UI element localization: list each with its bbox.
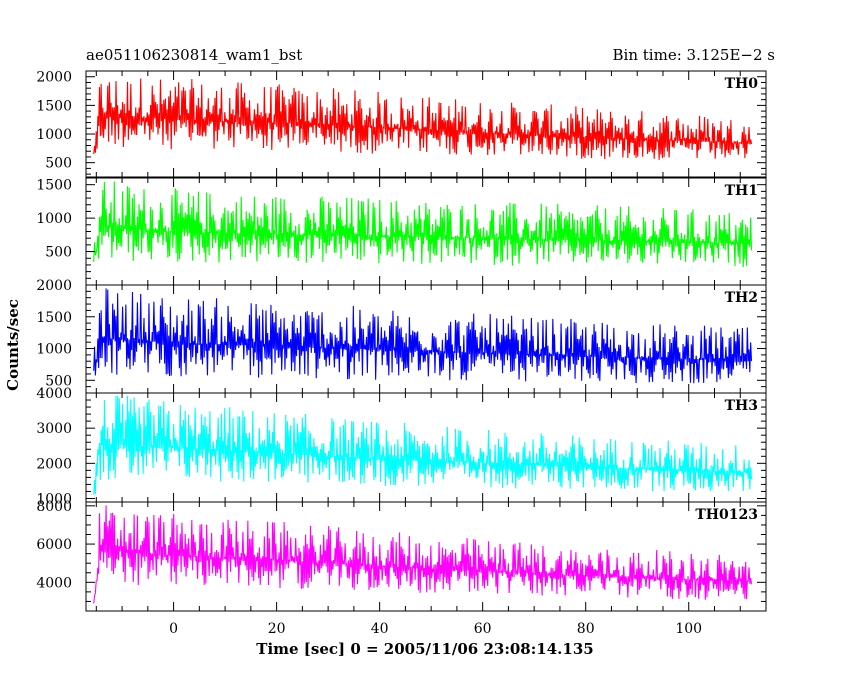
y-tick-label: 500 <box>45 156 72 172</box>
y-tick-label: 1500 <box>36 310 72 326</box>
panel-th2: 500 1000 1500 2000 TH2 <box>36 278 767 394</box>
panel-label-th2: TH2 <box>725 290 758 306</box>
panel-label-th0123: TH0123 <box>695 507 758 523</box>
series-line-th1 <box>93 181 753 268</box>
panel-th0: 500 1000 1500 2000 TH0 <box>36 70 767 178</box>
y-tick-label: 1000 <box>36 491 72 507</box>
x-tick-label: 80 <box>577 621 595 637</box>
y-tick-label: 1000 <box>36 211 72 227</box>
x-tick-label: 20 <box>268 621 286 637</box>
panel-label-th0: TH0 <box>725 76 759 92</box>
y-tick-label: 500 <box>45 245 72 261</box>
y-tick-label: 6000 <box>36 537 72 553</box>
x-tick-label: 100 <box>675 621 702 637</box>
series-line-th3 <box>93 395 753 495</box>
panel-frame <box>85 501 767 612</box>
y-tick-label: 1000 <box>36 127 72 143</box>
y-tick-label: 2000 <box>36 278 72 294</box>
y-tick-label: 500 <box>45 373 72 389</box>
x-axis: 0 20 40 60 80 100 <box>169 621 702 637</box>
x-tick-label: 0 <box>169 621 178 637</box>
panel-th1: 500 1000 1500 TH1 <box>36 177 767 286</box>
series-line-th2 <box>93 288 753 384</box>
y-tick-label: 8000 <box>36 499 72 515</box>
series-line-th0 <box>93 78 753 160</box>
x-axis-label: Time [sec] 0 = 2005/11/06 23:08:14.135 <box>256 640 593 658</box>
panel-th0123: 4000 6000 8000 TH0123 <box>36 499 767 612</box>
x-tick-label: 60 <box>474 621 492 637</box>
chart-title-right: Bin time: 3.125E−2 s <box>613 46 775 64</box>
y-tick-label: 1500 <box>36 178 72 194</box>
y-tick-label: 2000 <box>36 456 72 472</box>
y-tick-label: 3000 <box>36 421 72 437</box>
panel-frame <box>85 70 767 178</box>
y-tick-label: 4000 <box>36 386 72 402</box>
y-tick-label: 1000 <box>36 342 72 358</box>
x-tick-label: 40 <box>371 621 389 637</box>
chart-title-left: ae051106230814_wam1_bst <box>86 46 302 64</box>
y-tick-label: 1500 <box>36 98 72 114</box>
panel-th3: 1000 2000 3000 4000 TH3 <box>36 386 767 507</box>
y-axis-label: Counts/sec <box>4 299 22 391</box>
panel-label-th1: TH1 <box>725 183 758 199</box>
series-line-th0123 <box>93 505 753 604</box>
y-tick-label: 2000 <box>36 70 72 86</box>
y-tick-label: 4000 <box>36 575 72 591</box>
panel-label-th3: TH3 <box>725 398 758 414</box>
